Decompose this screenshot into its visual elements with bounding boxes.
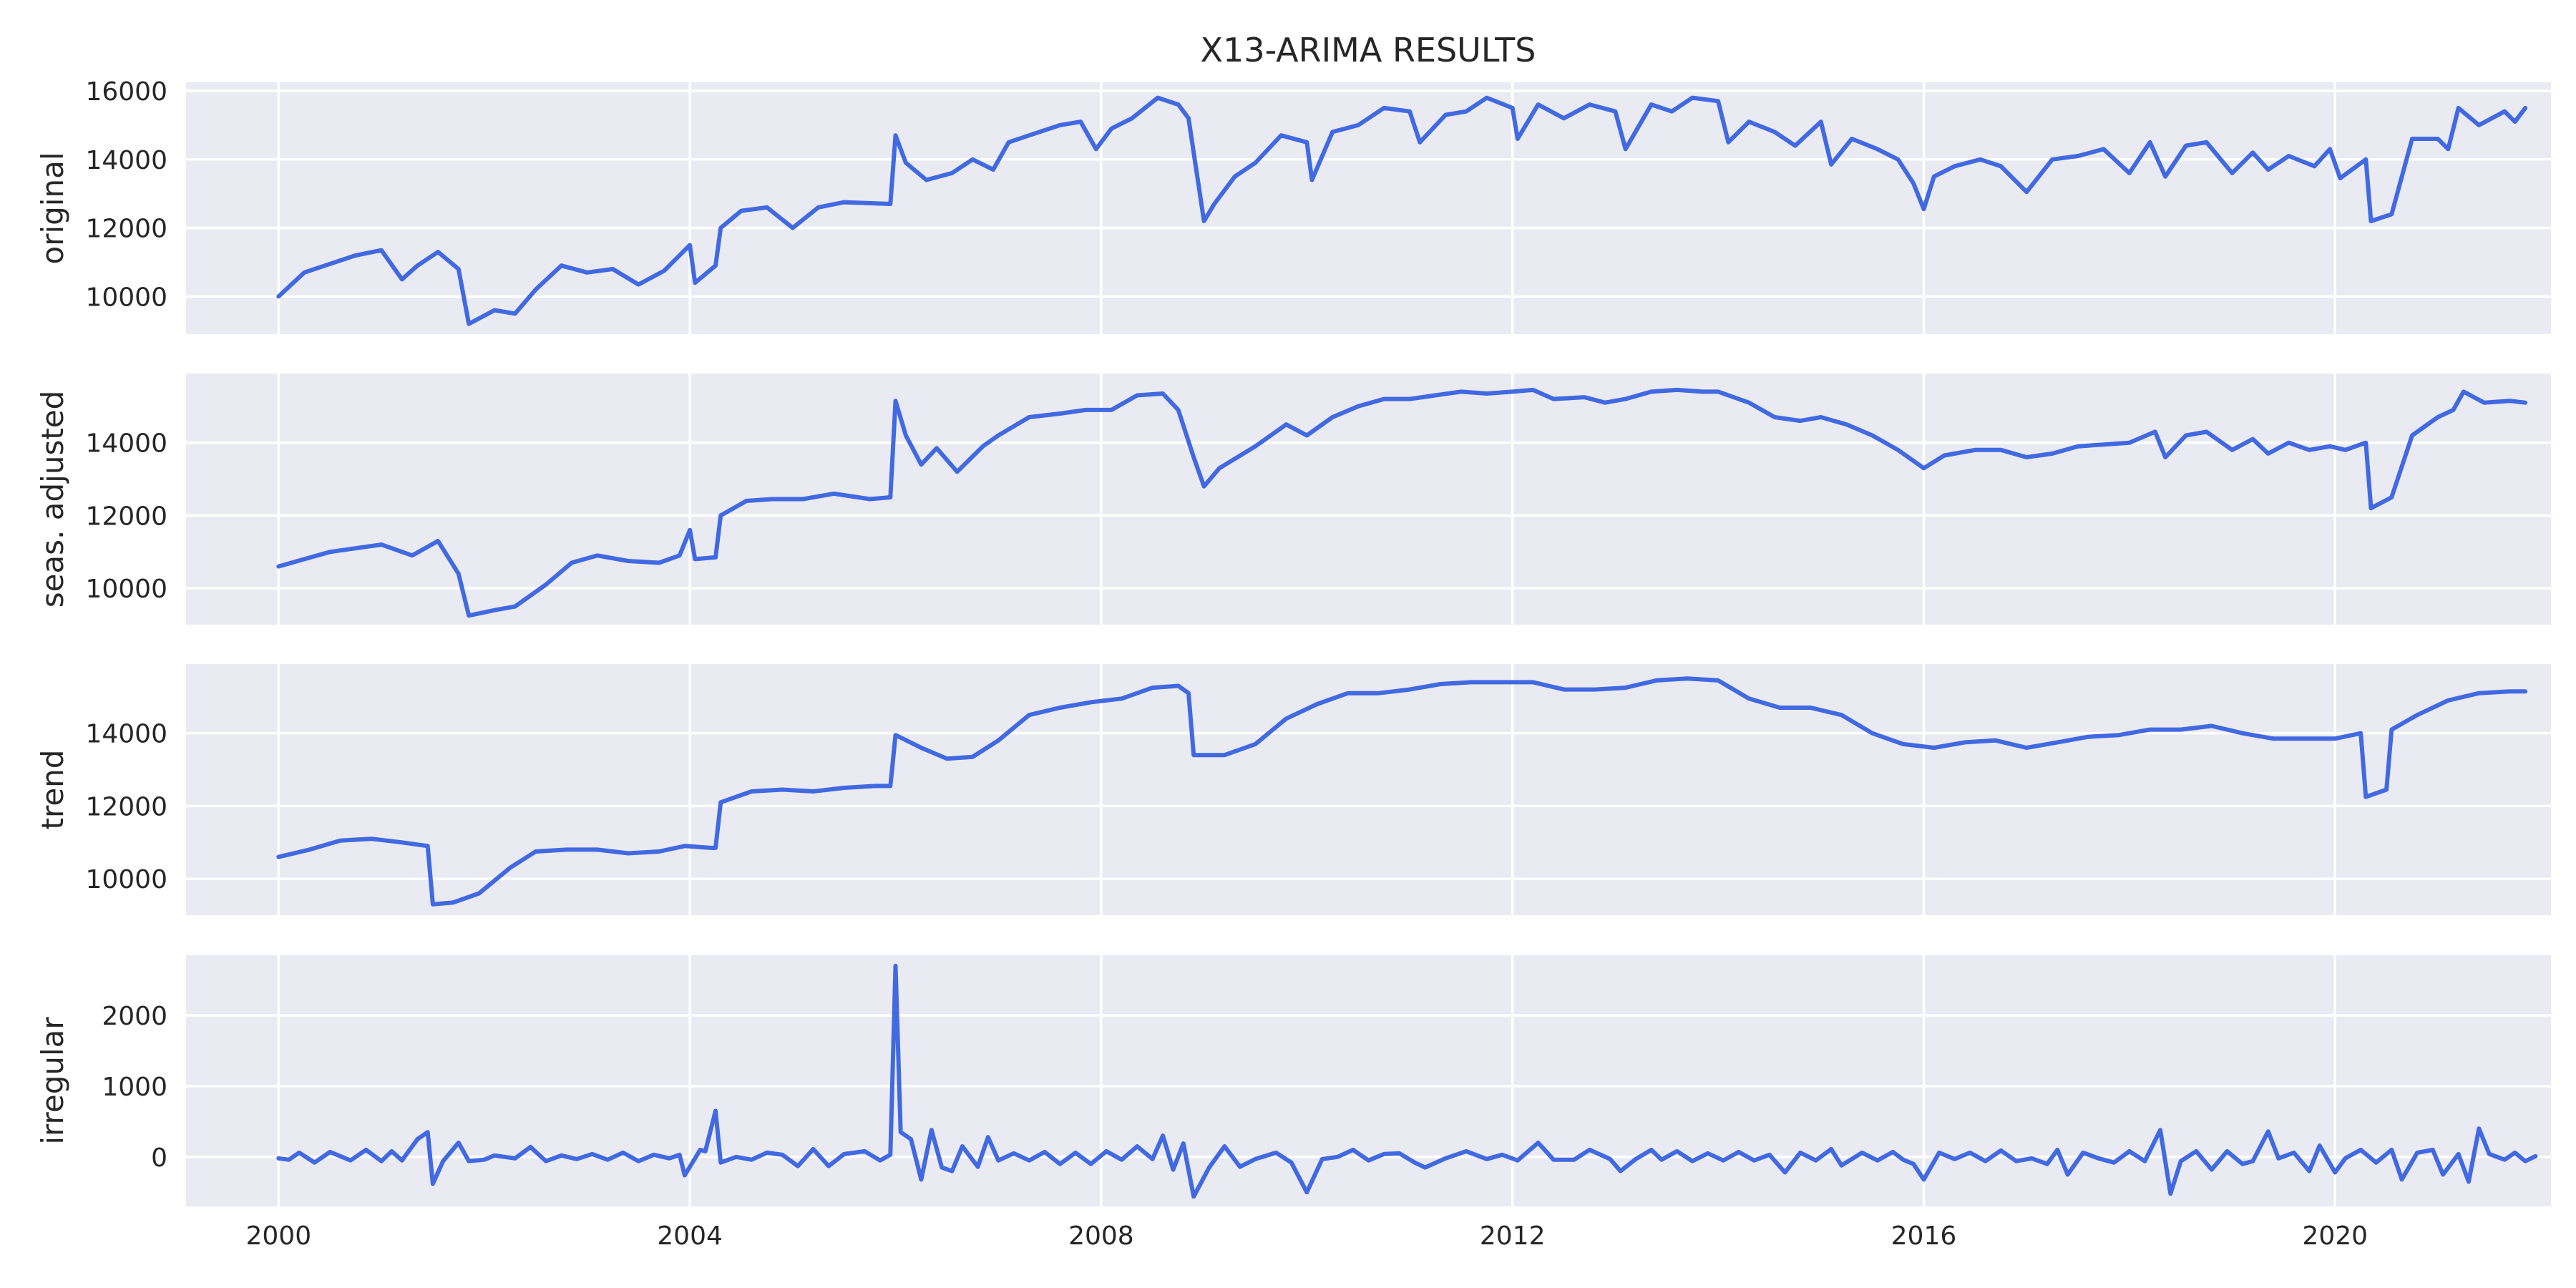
x-tick-label: 2008 — [1068, 1221, 1134, 1251]
y-tick-label: 14000 — [85, 720, 167, 749]
x-tick-label: 2012 — [1480, 1221, 1546, 1251]
panels: 10000120001400016000original100001200014… — [35, 77, 2551, 1251]
plot-area — [186, 82, 2551, 334]
x-tick-label: 2020 — [2302, 1221, 2368, 1251]
x-tick-label: 2000 — [246, 1221, 312, 1251]
plot-area — [186, 955, 2551, 1206]
plot-area — [186, 374, 2551, 625]
series-line-irregular — [276, 963, 2538, 1199]
y-tick-label: 10000 — [85, 865, 167, 894]
y-tick-label: 14000 — [85, 146, 167, 175]
y-axis-label: irregular — [35, 1017, 70, 1145]
panel-irregular: 0 1000 2000 irregular — [35, 955, 2551, 1206]
panel-original: 10000 12000 14000 16000 original — [35, 77, 2551, 334]
series-line-original — [276, 95, 2528, 326]
y-tick-label: 2000 — [102, 1002, 167, 1031]
y-tick-label: 16000 — [85, 77, 167, 107]
y-axis-label: original — [35, 152, 70, 265]
y-tick-label: 14000 — [85, 429, 167, 459]
y-axis-label: seas. adjusted — [35, 391, 70, 608]
chart-title: X13-ARIMA RESULTS — [1201, 31, 1536, 69]
series-line-seas-adjusted — [276, 387, 2528, 618]
y-tick-label: 12000 — [85, 502, 167, 531]
y-axis-label: trend — [35, 750, 70, 830]
y-tick-label: 1000 — [102, 1073, 167, 1102]
y-tick-label: 0 — [151, 1143, 167, 1173]
x-tick-label: 2016 — [1891, 1221, 1957, 1251]
panel-seas-adjusted: 10000 12000 14000 seas. adjusted — [35, 374, 2551, 625]
y-tick-label: 12000 — [85, 792, 167, 821]
y-tick-label: 10000 — [85, 575, 167, 604]
plot-area — [186, 664, 2551, 915]
y-tick-label: 10000 — [85, 283, 167, 312]
x-tick-label: 2004 — [657, 1221, 723, 1251]
series-line-trend — [276, 676, 2528, 907]
panel-trend: 10000 12000 14000 trend — [35, 664, 2551, 915]
y-tick-label: 12000 — [85, 215, 167, 244]
